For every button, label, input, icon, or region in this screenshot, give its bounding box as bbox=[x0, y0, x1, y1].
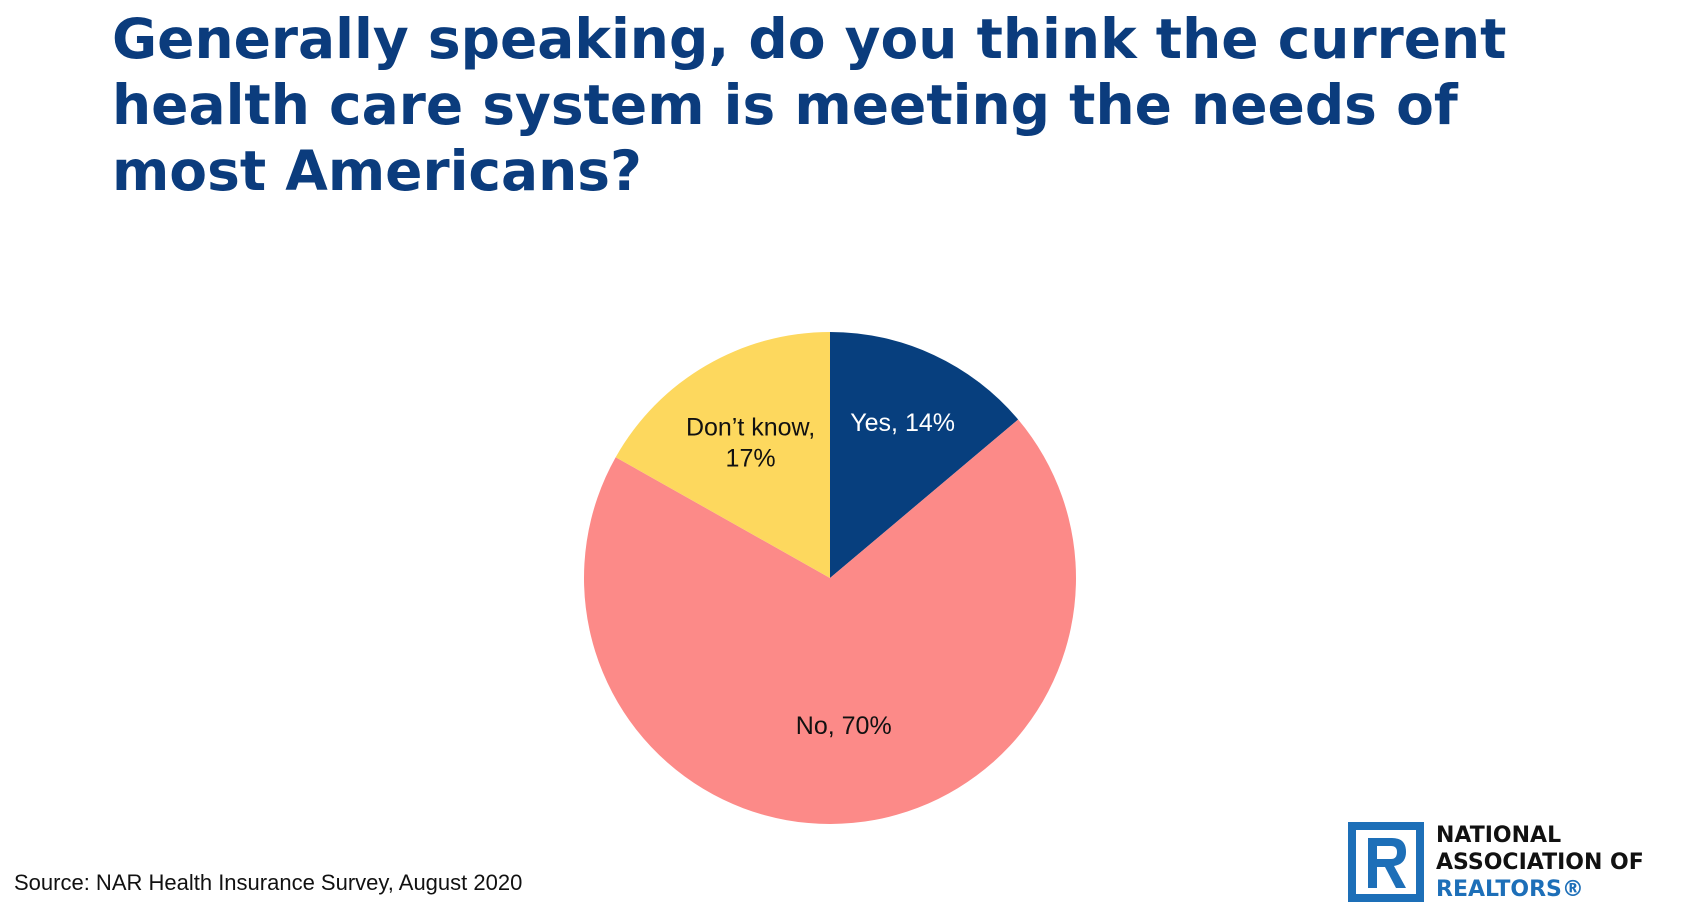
pie-slice-don-t-know bbox=[615, 332, 830, 578]
source-note: Source: NAR Health Insurance Survey, Aug… bbox=[14, 870, 523, 895]
logo-line-3: REALTORS® bbox=[1436, 877, 1584, 902]
logo-line-1: NATIONAL bbox=[1436, 823, 1562, 848]
nar-logo: NATIONAL ASSOCIATION OF REALTORS® bbox=[1348, 822, 1678, 904]
pie-slice-no bbox=[584, 419, 1076, 825]
data-label-don-t-know: Don’t know, 17% bbox=[686, 414, 815, 473]
chart-title: Generally speaking, do you think the cur… bbox=[112, 7, 1507, 203]
data-label-yes: Yes, 14% bbox=[850, 409, 955, 437]
realtor-r-logo-icon bbox=[1348, 822, 1424, 902]
pie-slice-yes bbox=[830, 332, 1019, 578]
logo-line-2: ASSOCIATION OF bbox=[1436, 850, 1644, 875]
data-label-no: No, 70% bbox=[796, 712, 892, 740]
